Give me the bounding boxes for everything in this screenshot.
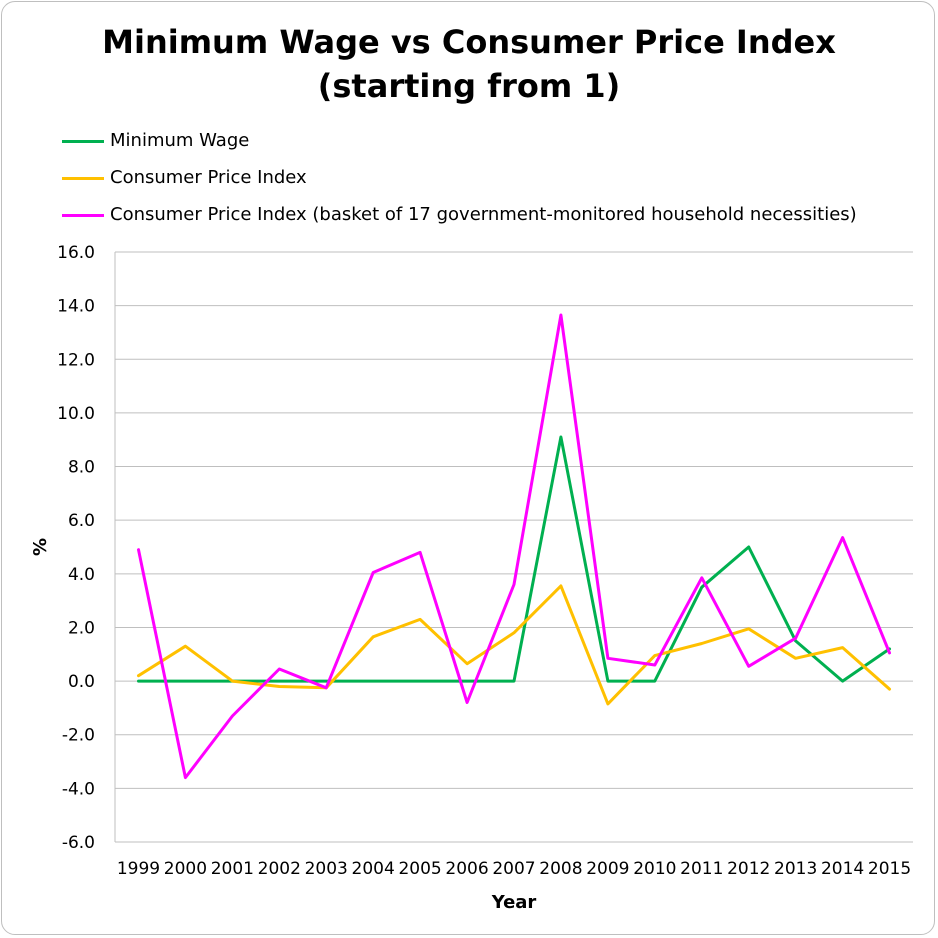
- legend-label-cpi-basket: Consumer Price Index (basket of 17 gover…: [110, 204, 857, 225]
- x-tick-label: 2006: [445, 859, 488, 879]
- x-axis-title: Year: [491, 892, 537, 913]
- x-tick-label: 2013: [774, 859, 817, 879]
- x-tick-label: 2000: [164, 859, 207, 879]
- y-tick-label: -6.0: [62, 833, 95, 853]
- series-line-2: [137, 313, 891, 780]
- y-tick-label: 4.0: [68, 565, 95, 585]
- x-tick-label: 2011: [680, 859, 723, 879]
- legend-swatch-cpi-basket: [62, 214, 104, 217]
- legend-swatch-cpi: [62, 177, 104, 180]
- x-tick-label: 2012: [727, 859, 770, 879]
- y-tick-label: 16.0: [57, 243, 95, 263]
- y-tick-label: 10.0: [57, 404, 95, 424]
- y-axis-title: %: [30, 538, 51, 556]
- x-tick-label: 2014: [821, 859, 864, 879]
- x-tick-label: 2002: [258, 859, 301, 879]
- y-tick-label: 8.0: [68, 458, 95, 478]
- y-tick-label: -4.0: [62, 779, 95, 799]
- x-tick-label: 2001: [211, 859, 254, 879]
- y-tick-label: 2.0: [68, 618, 95, 638]
- x-tick-label: 2008: [539, 859, 582, 879]
- x-tick-label: 2007: [492, 859, 535, 879]
- y-tick-label: 12.0: [57, 350, 95, 370]
- chart-title-line-2: (starting from 1): [317, 67, 621, 105]
- chart-title-line-1: Minimum Wage vs Consumer Price Index: [102, 23, 836, 61]
- legend-swatch-minimum-wage: [62, 140, 104, 143]
- y-tick-label: 6.0: [68, 511, 95, 531]
- y-tick-label: 14.0: [57, 297, 95, 317]
- x-tick-label: 2015: [868, 859, 911, 879]
- x-tick-label: 2004: [352, 859, 395, 879]
- series-line-0: [137, 435, 891, 683]
- x-tick-label: 2009: [586, 859, 629, 879]
- chart-title: Minimum Wage vs Consumer Price Index (st…: [0, 20, 938, 108]
- x-tick-label: 2005: [398, 859, 441, 879]
- legend-label-cpi: Consumer Price Index: [110, 167, 307, 188]
- y-tick-label: 0.0: [68, 672, 95, 692]
- x-tick-label: 2003: [305, 859, 348, 879]
- x-tick-label: 1999: [117, 859, 160, 879]
- y-tick-label: -2.0: [62, 726, 95, 746]
- x-tick-label: 2010: [633, 859, 676, 879]
- legend-label-minimum-wage: Minimum Wage: [110, 130, 250, 151]
